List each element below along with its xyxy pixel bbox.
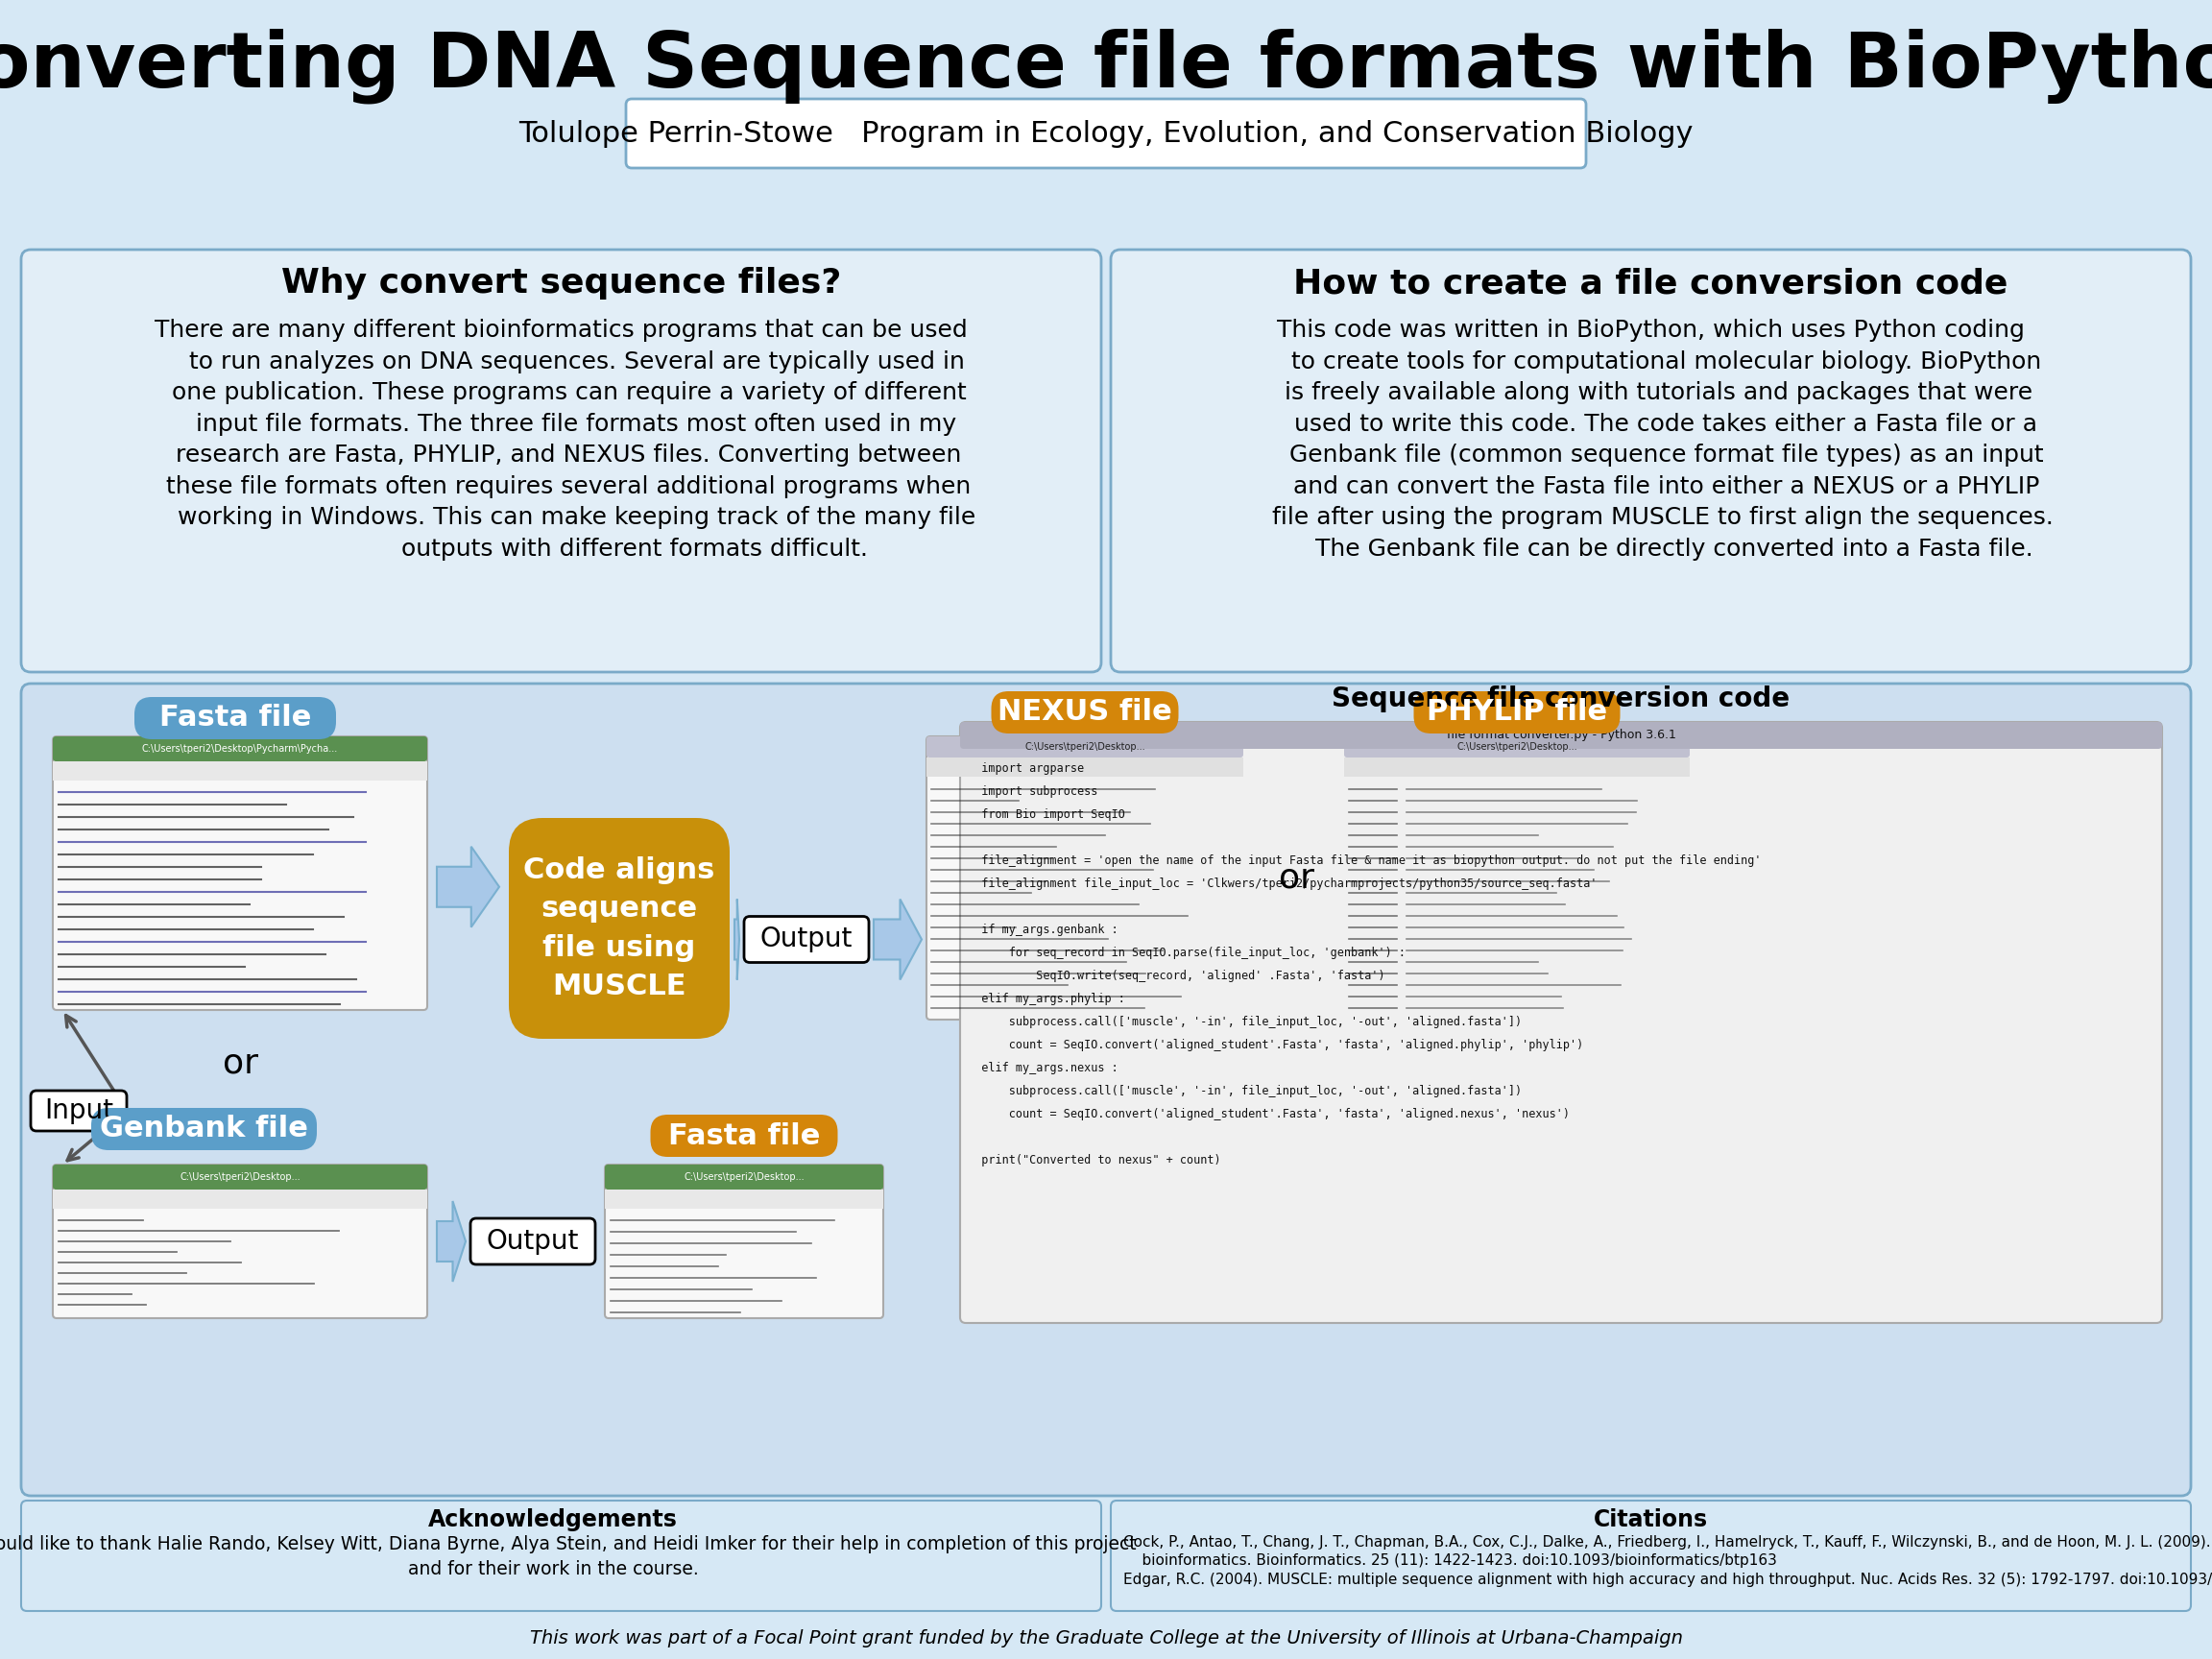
Polygon shape [734, 899, 739, 980]
FancyBboxPatch shape [1413, 692, 1619, 733]
FancyBboxPatch shape [53, 1190, 427, 1209]
Polygon shape [874, 899, 922, 980]
FancyBboxPatch shape [1110, 249, 2190, 672]
Text: There are many different bioinformatics programs that can be used
    to run ana: There are many different bioinformatics … [146, 319, 975, 561]
FancyBboxPatch shape [471, 1218, 595, 1264]
Text: Genbank file: Genbank file [100, 1115, 307, 1143]
Text: This work was part of a Focal Point grant funded by the Graduate College at the : This work was part of a Focal Point gran… [529, 1629, 1683, 1647]
Polygon shape [436, 1201, 467, 1282]
Text: count = SeqIO.convert('aligned_student'.Fasta', 'fasta', 'aligned.phylip', 'phyl: count = SeqIO.convert('aligned_student'.… [969, 1039, 1584, 1052]
FancyBboxPatch shape [743, 916, 869, 962]
Text: Input: Input [44, 1097, 113, 1125]
FancyBboxPatch shape [31, 1090, 126, 1131]
FancyBboxPatch shape [927, 737, 1243, 1020]
FancyBboxPatch shape [1110, 1501, 2190, 1611]
FancyBboxPatch shape [135, 697, 336, 740]
Text: Sequence file conversion code: Sequence file conversion code [1332, 685, 1790, 712]
Text: This code was written in BioPython, which uses Python coding
    to create tools: This code was written in BioPython, whic… [1248, 319, 2053, 561]
Text: Edgar, R.C. (2004). MUSCLE: multiple sequence alignment with high accuracy and h: Edgar, R.C. (2004). MUSCLE: multiple seq… [1124, 1573, 2212, 1588]
FancyBboxPatch shape [991, 692, 1179, 733]
Text: if my_args.genbank :: if my_args.genbank : [969, 924, 1119, 936]
Text: Code aligns
sequence
file using
MUSCLE: Code aligns sequence file using MUSCLE [524, 856, 714, 1000]
FancyBboxPatch shape [53, 761, 427, 780]
Text: NEXUS file: NEXUS file [998, 698, 1172, 727]
Text: import argparse: import argparse [969, 761, 1084, 775]
FancyBboxPatch shape [1345, 737, 1690, 1020]
Text: C:\Users\tperi2\Desktop...: C:\Users\tperi2\Desktop... [1458, 742, 1577, 752]
Text: print("Converted to nexus" + count): print("Converted to nexus" + count) [969, 1155, 1221, 1166]
Text: Output: Output [761, 926, 852, 952]
Text: file format converter.py - Python 3.6.1: file format converter.py - Python 3.6.1 [1447, 730, 1677, 742]
FancyBboxPatch shape [53, 737, 427, 761]
Text: file_alignment = 'open the name of the input Fasta file & name it as biopython o: file_alignment = 'open the name of the i… [969, 854, 1761, 868]
Text: C:\Users\tperi2\Desktop...: C:\Users\tperi2\Desktop... [684, 1173, 805, 1181]
Text: C:\Users\tperi2\Desktop...: C:\Users\tperi2\Desktop... [179, 1173, 301, 1181]
Text: Fasta file: Fasta file [668, 1121, 821, 1150]
FancyBboxPatch shape [509, 818, 730, 1039]
Polygon shape [436, 846, 500, 927]
Text: for seq_record in SeqIO.parse(file_input_loc, 'genbank') :: for seq_record in SeqIO.parse(file_input… [969, 947, 1405, 959]
Text: C:\Users\tperi2\Desktop...: C:\Users\tperi2\Desktop... [1024, 742, 1146, 752]
Text: SeqIO.write(seq_record, 'aligned' .Fasta', 'fasta'): SeqIO.write(seq_record, 'aligned' .Fasta… [969, 969, 1385, 982]
FancyBboxPatch shape [53, 737, 427, 1010]
Text: subprocess.call(['muscle', '-in', file_input_loc, '-out', 'aligned.fasta']): subprocess.call(['muscle', '-in', file_i… [969, 1085, 1522, 1097]
FancyBboxPatch shape [927, 737, 1243, 758]
FancyBboxPatch shape [22, 684, 2190, 1496]
Text: import subprocess: import subprocess [969, 785, 1097, 798]
Text: PHYLIP file: PHYLIP file [1427, 698, 1608, 727]
Text: file_alignment file_input_loc = 'Clkwers/tperi2/pycharmprojects/python35/source_: file_alignment file_input_loc = 'Clkwers… [969, 878, 1597, 889]
Text: Fasta file: Fasta file [159, 703, 312, 732]
FancyBboxPatch shape [960, 722, 2161, 1322]
FancyBboxPatch shape [927, 758, 1243, 776]
FancyBboxPatch shape [626, 100, 1586, 168]
FancyBboxPatch shape [960, 722, 2161, 748]
Text: How to create a file conversion code: How to create a file conversion code [1294, 267, 2008, 300]
FancyBboxPatch shape [650, 1115, 838, 1156]
Text: elif my_args.phylip :: elif my_args.phylip : [969, 992, 1126, 1005]
FancyBboxPatch shape [53, 1165, 427, 1319]
Text: or: or [221, 1047, 259, 1078]
Text: Citations: Citations [1593, 1508, 1708, 1531]
Text: subprocess.call(['muscle', '-in', file_input_loc, '-out', 'aligned.fasta']): subprocess.call(['muscle', '-in', file_i… [969, 1015, 1522, 1029]
Text: Why convert sequence files?: Why convert sequence files? [281, 267, 841, 300]
FancyBboxPatch shape [53, 1165, 427, 1190]
FancyBboxPatch shape [22, 249, 1102, 672]
Text: Acknowledgements: Acknowledgements [429, 1508, 677, 1531]
FancyBboxPatch shape [22, 1501, 1102, 1611]
Text: Tolulope Perrin-Stowe   Program in Ecology, Evolution, and Conservation Biology: Tolulope Perrin-Stowe Program in Ecology… [518, 119, 1694, 148]
FancyBboxPatch shape [91, 1108, 316, 1150]
FancyBboxPatch shape [1345, 737, 1690, 758]
Text: from Bio import SeqIO: from Bio import SeqIO [969, 808, 1126, 821]
Text: Output: Output [487, 1228, 580, 1254]
Text: count = SeqIO.convert('aligned_student'.Fasta', 'fasta', 'aligned.nexus', 'nexus: count = SeqIO.convert('aligned_student'.… [969, 1108, 1571, 1120]
Text: I would like to thank Halie Rando, Kelsey Witt, Diana Byrne, Alya Stein, and Hei: I would like to thank Halie Rando, Kelse… [0, 1535, 1137, 1578]
Text: Cock, P., Antao, T., Chang, J. T., Chapman, B.A., Cox, C.J., Dalke, A., Friedber: Cock, P., Antao, T., Chang, J. T., Chapm… [1124, 1535, 2212, 1568]
FancyBboxPatch shape [1345, 758, 1690, 776]
Text: Converting DNA Sequence file formats with BioPython: Converting DNA Sequence file formats wit… [0, 28, 2212, 105]
FancyBboxPatch shape [604, 1190, 883, 1209]
Text: elif my_args.nexus :: elif my_args.nexus : [969, 1062, 1119, 1075]
Text: or: or [1279, 861, 1314, 894]
Text: C:\Users\tperi2\Desktop\Pycharm\Pycha...: C:\Users\tperi2\Desktop\Pycharm\Pycha... [142, 743, 338, 753]
FancyBboxPatch shape [604, 1165, 883, 1190]
FancyBboxPatch shape [604, 1165, 883, 1319]
